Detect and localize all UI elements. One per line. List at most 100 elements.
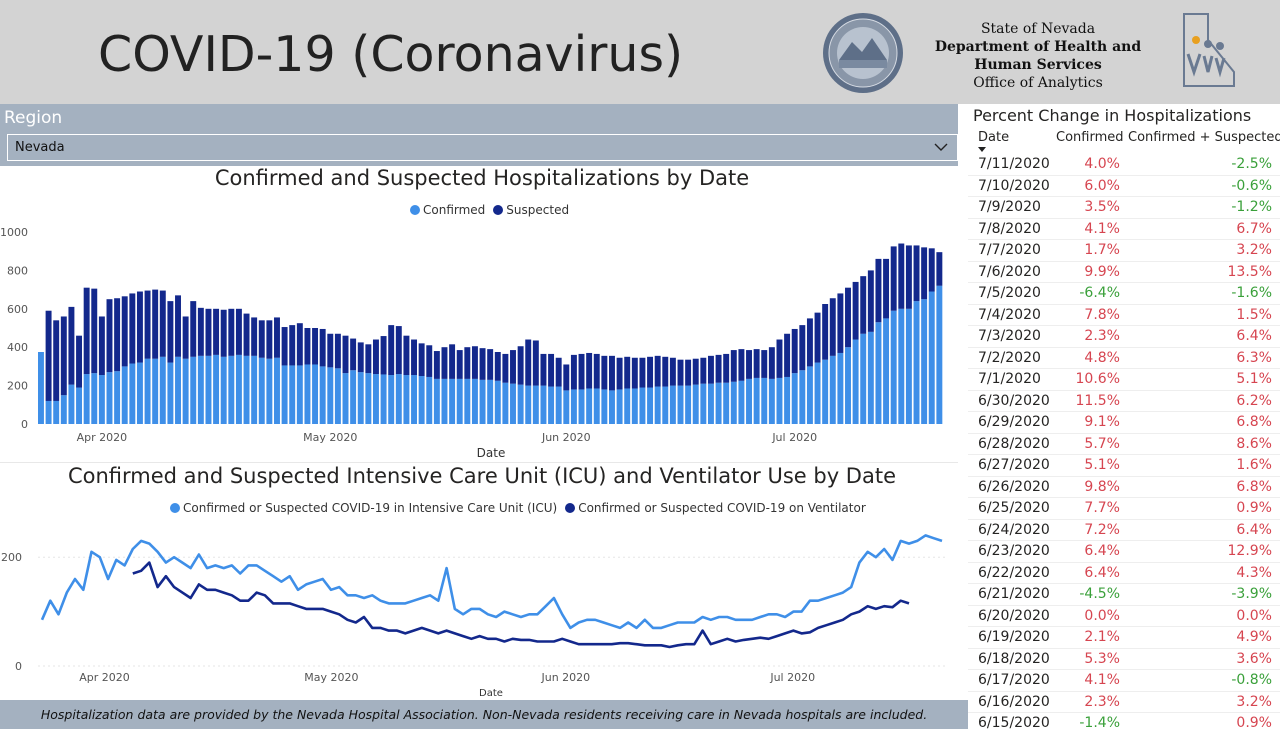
bar-confirmed[interactable] bbox=[814, 362, 821, 424]
bar-confirmed[interactable] bbox=[692, 384, 699, 424]
bar-confirmed[interactable] bbox=[213, 354, 220, 424]
bar-suspected[interactable] bbox=[662, 356, 669, 387]
bar-suspected[interactable] bbox=[319, 328, 326, 367]
bar-suspected[interactable] bbox=[746, 350, 752, 379]
bar-suspected[interactable] bbox=[837, 293, 844, 353]
bar-confirmed[interactable] bbox=[799, 370, 806, 424]
bar-confirmed[interactable] bbox=[525, 385, 532, 424]
bar-suspected[interactable] bbox=[624, 356, 631, 389]
bar-confirmed[interactable] bbox=[890, 310, 897, 424]
table-row[interactable]: 7/6/2020 9.9% 13.5% bbox=[968, 262, 1280, 283]
bar-suspected[interactable] bbox=[883, 258, 890, 319]
bar-suspected[interactable] bbox=[182, 316, 189, 359]
bar-confirmed[interactable] bbox=[106, 372, 113, 424]
bar-suspected[interactable] bbox=[822, 304, 829, 360]
bar-suspected[interactable] bbox=[205, 308, 212, 356]
bar-suspected[interactable] bbox=[532, 340, 539, 386]
line-icu[interactable] bbox=[40, 534, 943, 630]
bar-confirmed[interactable] bbox=[601, 389, 608, 424]
bar-confirmed[interactable] bbox=[776, 377, 783, 424]
bar-suspected[interactable] bbox=[213, 308, 220, 355]
bar-confirmed[interactable] bbox=[327, 367, 334, 424]
bar-confirmed[interactable] bbox=[677, 385, 684, 424]
bar-confirmed[interactable] bbox=[350, 370, 357, 424]
bar-suspected[interactable] bbox=[106, 299, 113, 373]
table-row[interactable]: 6/23/2020 6.4% 12.9% bbox=[968, 541, 1280, 563]
bar-confirmed[interactable] bbox=[685, 385, 692, 424]
table-row[interactable]: 7/8/2020 4.1% 6.7% bbox=[968, 219, 1280, 240]
bar-suspected[interactable] bbox=[152, 289, 159, 359]
bar-confirmed[interactable] bbox=[38, 352, 44, 424]
bar-suspected[interactable] bbox=[677, 359, 684, 386]
bar-suspected[interactable] bbox=[601, 355, 608, 390]
bar-suspected[interactable] bbox=[258, 320, 265, 358]
bar-confirmed[interactable] bbox=[761, 377, 768, 424]
bar-suspected[interactable] bbox=[342, 335, 349, 374]
bar-confirmed[interactable] bbox=[258, 357, 265, 424]
table-row[interactable]: 6/19/2020 2.1% 4.9% bbox=[968, 627, 1280, 649]
bar-suspected[interactable] bbox=[905, 245, 912, 309]
bar-suspected[interactable] bbox=[388, 325, 395, 376]
bar-confirmed[interactable] bbox=[928, 291, 935, 424]
table-row[interactable]: 6/28/2020 5.7% 8.6% bbox=[968, 434, 1280, 455]
bar-confirmed[interactable] bbox=[456, 378, 463, 424]
bar-suspected[interactable] bbox=[875, 258, 882, 323]
table-row[interactable]: 7/1/2020 10.6% 5.1% bbox=[968, 369, 1280, 391]
bar-confirmed[interactable] bbox=[296, 365, 303, 424]
bar-suspected[interactable] bbox=[647, 356, 654, 388]
bar-suspected[interactable] bbox=[860, 276, 867, 334]
bar-suspected[interactable] bbox=[289, 325, 296, 366]
bar-suspected[interactable] bbox=[570, 354, 577, 390]
bar-suspected[interactable] bbox=[190, 301, 197, 357]
bar-confirmed[interactable] bbox=[372, 374, 379, 424]
bar-suspected[interactable] bbox=[235, 308, 242, 355]
bar-suspected[interactable] bbox=[494, 352, 501, 381]
bar-suspected[interactable] bbox=[890, 246, 897, 311]
bar-suspected[interactable] bbox=[799, 325, 806, 371]
bar-confirmed[interactable] bbox=[936, 285, 943, 424]
table-row[interactable]: 6/27/2020 5.1% 1.6% bbox=[968, 455, 1280, 477]
bar-confirmed[interactable] bbox=[60, 395, 67, 424]
bar-confirmed[interactable] bbox=[616, 389, 623, 424]
bar-confirmed[interactable] bbox=[235, 354, 242, 424]
bar-suspected[interactable] bbox=[654, 355, 661, 387]
bar-confirmed[interactable] bbox=[464, 378, 471, 424]
bar-confirmed[interactable] bbox=[555, 386, 562, 424]
bar-confirmed[interactable] bbox=[647, 387, 654, 424]
bar-suspected[interactable] bbox=[395, 326, 402, 375]
bar-suspected[interactable] bbox=[730, 350, 737, 382]
bar-suspected[interactable] bbox=[540, 353, 547, 386]
bar-suspected[interactable] bbox=[129, 293, 136, 364]
bar-confirmed[interactable] bbox=[913, 301, 920, 424]
bar-confirmed[interactable] bbox=[548, 386, 555, 424]
bar-suspected[interactable] bbox=[68, 306, 75, 385]
bar-confirmed[interactable] bbox=[68, 384, 75, 424]
bar-confirmed[interactable] bbox=[304, 364, 311, 424]
bar-confirmed[interactable] bbox=[243, 355, 250, 424]
bar-confirmed[interactable] bbox=[883, 318, 890, 424]
bar-confirmed[interactable] bbox=[45, 400, 52, 424]
bar-suspected[interactable] bbox=[464, 347, 471, 379]
bar-suspected[interactable] bbox=[426, 345, 433, 377]
bar-suspected[interactable] bbox=[784, 333, 791, 377]
bar-suspected[interactable] bbox=[685, 359, 692, 386]
bar-suspected[interactable] bbox=[327, 333, 334, 368]
bar-confirmed[interactable] bbox=[609, 390, 615, 424]
bar-confirmed[interactable] bbox=[274, 357, 280, 424]
bar-confirmed[interactable] bbox=[388, 375, 395, 424]
bar-suspected[interactable] bbox=[60, 316, 67, 396]
bar-confirmed[interactable] bbox=[852, 339, 859, 424]
bar-suspected[interactable] bbox=[159, 290, 166, 357]
bar-suspected[interactable] bbox=[517, 346, 524, 385]
bar-suspected[interactable] bbox=[296, 323, 303, 366]
bar-confirmed[interactable] bbox=[144, 358, 151, 424]
bar-suspected[interactable] bbox=[251, 317, 258, 356]
bar-confirmed[interactable] bbox=[723, 382, 730, 424]
bar-confirmed[interactable] bbox=[76, 387, 83, 424]
bar-suspected[interactable] bbox=[829, 298, 836, 356]
bar-suspected[interactable] bbox=[631, 357, 638, 389]
bar-suspected[interactable] bbox=[555, 357, 562, 387]
bar-confirmed[interactable] bbox=[220, 356, 227, 424]
bar-suspected[interactable] bbox=[806, 318, 813, 367]
bar-confirmed[interactable] bbox=[593, 388, 600, 424]
